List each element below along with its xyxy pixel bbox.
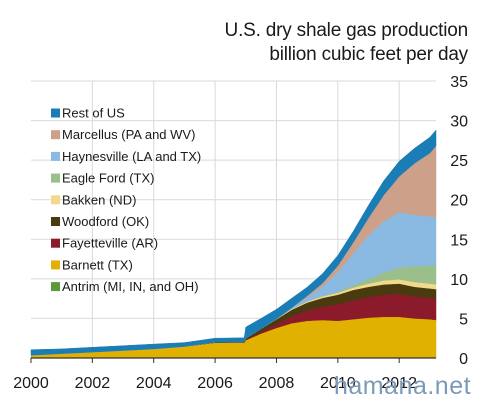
watermark: hamana.net: [334, 372, 472, 400]
legend-swatch-woodford-ok: [51, 217, 60, 226]
legend-swatch-haynesville-la-and-tx: [51, 151, 60, 161]
y-tick-label-15: 15: [450, 232, 468, 249]
y-tick-label-35: 35: [450, 74, 468, 91]
legend-swatch-rest-of-us: [51, 108, 60, 118]
legend-label-eagle-ford-tx: Eagle Ford (TX): [62, 171, 154, 186]
x-tick-label-2012: 2012: [381, 375, 417, 392]
y-tick-label-20: 20: [450, 193, 468, 210]
legend-swatch-barnett-tx: [51, 260, 60, 270]
y-tick-label-30: 30: [450, 114, 468, 131]
legend-label-fayetteville-ar: Fayetteville (AR): [62, 236, 158, 251]
legend-swatch-fayetteville-ar: [51, 238, 60, 248]
area-rest-of-us: [30, 129, 437, 356]
y-tick-label-5: 5: [459, 311, 468, 328]
x-tick-label-2008: 2008: [259, 375, 295, 392]
y-tick-label-0: 0: [459, 351, 468, 368]
chart-title: U.S. dry shale gas production: [224, 20, 469, 41]
legend-swatch-marcellus-pa-and-wv: [51, 130, 60, 140]
legend-label-woodford-ok: Woodford (OK): [62, 214, 149, 229]
legend-label-bakken-nd: Bakken (ND): [62, 192, 136, 207]
x-tick-label-2002: 2002: [75, 375, 111, 392]
x-tick-label-2010: 2010: [320, 375, 356, 392]
y-tick-label-25: 25: [450, 153, 468, 170]
x-tick-label-2000: 2000: [13, 375, 49, 392]
legend-label-rest-of-us: Rest of US: [62, 106, 125, 121]
x-tick-label-2004: 2004: [136, 375, 172, 392]
x-tick-label-2006: 2006: [197, 375, 233, 392]
legend-label-haynesville-la-and-tx: Haynesville (LA and TX): [62, 149, 201, 164]
legend-label-marcellus-pa-and-wv: Marcellus (PA and WV): [62, 127, 195, 142]
legend-label-barnett-tx: Barnett (TX): [62, 257, 133, 272]
legend-label-antrim-mi-in-and-oh: Antrim (MI, IN, and OH): [62, 279, 199, 294]
legend-swatch-eagle-ford-tx: [51, 173, 60, 183]
chart-subtitle-units: billion cubic feet per day: [269, 44, 468, 65]
legend-swatch-bakken-nd: [51, 195, 60, 205]
legend-swatch-antrim-mi-in-and-oh: [51, 282, 60, 292]
y-tick-label-10: 10: [450, 272, 468, 289]
